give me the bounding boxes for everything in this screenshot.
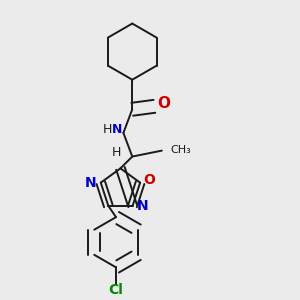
Text: O: O	[157, 96, 170, 111]
Text: Cl: Cl	[109, 283, 124, 297]
Text: N: N	[112, 123, 123, 136]
Text: H: H	[103, 123, 112, 136]
Text: H: H	[111, 146, 121, 159]
Text: N: N	[85, 176, 97, 190]
Text: N: N	[136, 199, 148, 213]
Text: O: O	[143, 173, 155, 187]
Text: CH₃: CH₃	[170, 145, 191, 155]
